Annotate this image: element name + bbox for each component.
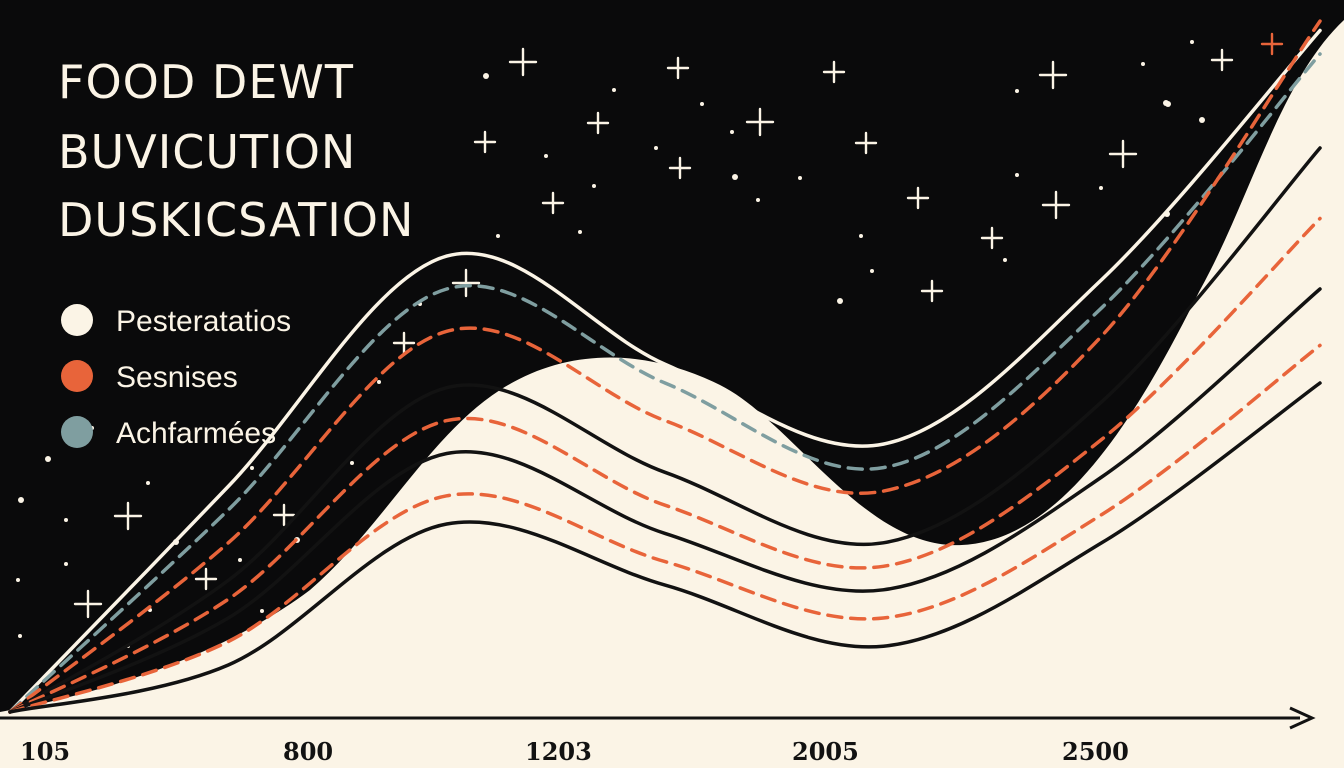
star-icon	[854, 131, 878, 155]
legend: Pesteratatios Sesnises Achfarmées	[61, 304, 291, 450]
star-dot	[544, 154, 548, 158]
x-tick-label: 2500	[1062, 737, 1129, 766]
star-icon	[822, 60, 846, 84]
series-line	[8, 19, 1322, 714]
star-icon	[920, 279, 944, 303]
legend-label: Pesteratatios	[116, 305, 291, 338]
star-dot	[496, 234, 500, 238]
legend-swatch	[61, 304, 93, 336]
star-dot	[1003, 258, 1007, 262]
star-field	[16, 32, 1284, 648]
star-icon	[392, 331, 416, 355]
chart-title-line: FOOD DEWT	[58, 55, 354, 109]
star-icon	[1210, 48, 1234, 72]
star-icon	[666, 56, 690, 80]
legend-label: Sesnises	[116, 361, 238, 394]
star-dot	[1190, 40, 1194, 44]
x-tick-label: 1203	[525, 737, 592, 766]
star-dot	[18, 634, 22, 638]
star-dot	[732, 174, 738, 180]
star-icon	[1038, 60, 1068, 90]
legend-label: Achfarmées	[116, 417, 276, 450]
chart-title-line: BUVICUTION	[58, 125, 356, 179]
series-line	[8, 343, 1322, 714]
star-icon	[1108, 139, 1138, 169]
star-dot	[859, 234, 863, 238]
star-dot	[260, 609, 264, 613]
star-icon	[906, 186, 930, 210]
star-dot	[238, 558, 242, 562]
series-layer	[8, 19, 1322, 714]
chart-title-line: DUSKICSATION	[58, 193, 414, 247]
star-dot	[16, 578, 20, 582]
series-line	[8, 52, 1322, 714]
star-dot	[578, 230, 582, 234]
star-dot	[1099, 186, 1103, 190]
star-dot	[250, 466, 254, 470]
star-dot	[483, 73, 489, 79]
x-tick-label: 105	[20, 737, 70, 766]
star-icon	[668, 156, 692, 180]
star-dot	[612, 88, 616, 92]
star-dot	[1163, 100, 1169, 106]
legend-item: Sesnises	[61, 360, 238, 394]
series-line	[8, 28, 1322, 714]
star-icon	[194, 567, 218, 591]
x-tick-label: 800	[283, 737, 333, 766]
star-dot	[1015, 89, 1019, 93]
star-dot	[64, 518, 68, 522]
star-dot	[837, 298, 843, 304]
star-dot	[377, 380, 381, 384]
star-dot	[730, 130, 734, 134]
series-line	[8, 146, 1322, 714]
series-line	[8, 381, 1322, 714]
star-icon	[508, 47, 538, 77]
star-dot	[870, 269, 874, 273]
star-icon	[586, 111, 610, 135]
series-line	[8, 216, 1322, 714]
star-dot	[18, 497, 24, 503]
star-dot	[1015, 173, 1019, 177]
star-dot	[798, 176, 802, 180]
series-line	[8, 287, 1322, 714]
star-dot	[146, 481, 150, 485]
star-dot	[1199, 117, 1205, 123]
legend-item: Achfarmées	[61, 416, 276, 450]
star-dot	[350, 461, 354, 465]
star-icon	[473, 130, 497, 154]
star-icon	[980, 226, 1004, 250]
star-icon	[113, 501, 143, 531]
star-dot	[592, 184, 596, 188]
star-icon	[451, 268, 481, 298]
x-axis-arrow-icon	[1289, 706, 1316, 730]
star-icon	[73, 589, 103, 619]
star-dot	[45, 456, 51, 462]
star-dot	[654, 146, 658, 150]
star-icon	[1041, 190, 1071, 220]
star-icon	[1260, 32, 1284, 56]
star-dot	[756, 198, 760, 202]
star-dot	[1141, 62, 1145, 66]
star-icon	[541, 191, 565, 215]
star-dot	[64, 562, 68, 566]
legend-swatch	[61, 360, 93, 392]
legend-item: Pesteratatios	[61, 304, 291, 338]
night-sky-area	[0, 0, 1344, 712]
legend-swatch	[61, 416, 93, 448]
star-icon	[272, 503, 296, 527]
star-icon	[745, 107, 775, 137]
star-dot	[700, 102, 704, 106]
x-tick-label: 2005	[792, 737, 859, 766]
